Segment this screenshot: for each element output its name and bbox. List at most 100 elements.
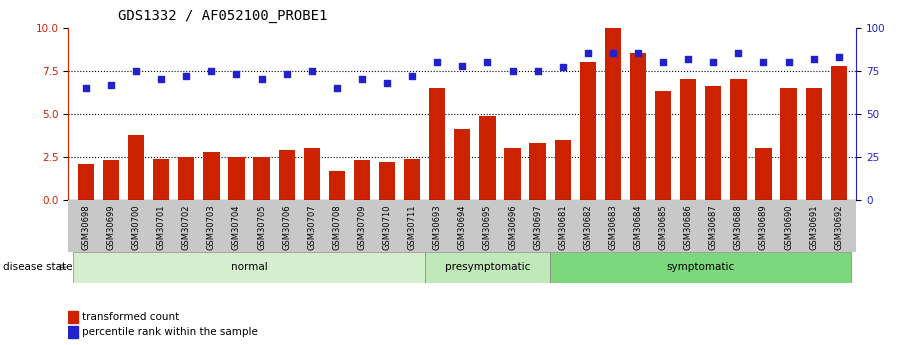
Text: GSM30687: GSM30687 (709, 204, 718, 250)
Text: GSM30691: GSM30691 (809, 204, 818, 250)
Bar (329, 171, 345, 200)
Text: GSM30683: GSM30683 (609, 204, 618, 250)
Bar (279, 150, 295, 200)
Text: transformed count: transformed count (82, 312, 179, 322)
Text: GSM30693: GSM30693 (433, 204, 442, 250)
Point (656, 59, 670, 65)
Bar (253, 157, 270, 200)
Bar (179, 157, 194, 200)
Bar (529, 143, 546, 200)
Text: GSM30695: GSM30695 (483, 204, 492, 250)
Bar (805, 88, 822, 200)
Bar (77, 164, 94, 200)
Bar (455, 129, 470, 200)
Bar (655, 91, 671, 200)
Bar (203, 152, 220, 200)
Text: GSM30706: GSM30706 (282, 204, 292, 250)
Bar (831, 66, 847, 200)
Text: GSM30689: GSM30689 (759, 204, 768, 250)
Bar (705, 86, 722, 200)
Text: GSM30692: GSM30692 (834, 204, 844, 250)
Point (806, 56, 821, 61)
Point (681, 56, 695, 61)
Text: GSM30710: GSM30710 (383, 204, 392, 250)
Bar (303, 148, 320, 200)
Point (354, 77, 369, 82)
Text: GSM30700: GSM30700 (131, 204, 140, 250)
Text: symptomatic: symptomatic (667, 263, 735, 272)
Text: GSM30682: GSM30682 (583, 204, 592, 250)
Bar (404, 159, 420, 200)
Text: GSM30698: GSM30698 (81, 204, 90, 250)
Bar (479, 116, 496, 200)
Text: percentile rank within the sample: percentile rank within the sample (82, 327, 258, 337)
Text: GSM30709: GSM30709 (357, 204, 366, 250)
Point (280, 71, 294, 77)
Bar (680, 79, 696, 200)
Point (530, 68, 545, 73)
Bar (781, 88, 797, 200)
Text: GSM30704: GSM30704 (232, 204, 241, 250)
Bar (353, 160, 370, 200)
Point (330, 85, 344, 91)
Point (179, 73, 193, 79)
Text: GSM30686: GSM30686 (683, 204, 692, 250)
Point (706, 59, 721, 65)
Bar (425, 252, 550, 283)
Point (480, 59, 495, 65)
Text: GSM30684: GSM30684 (633, 204, 642, 250)
Bar (103, 160, 119, 200)
Point (606, 51, 620, 56)
Bar (68, 310, 78, 323)
Point (732, 51, 746, 56)
Point (380, 80, 394, 86)
Point (455, 63, 470, 68)
Bar (153, 159, 169, 200)
Point (204, 68, 219, 73)
Bar (605, 28, 621, 200)
Text: GSM30688: GSM30688 (734, 204, 742, 250)
Text: GSM30685: GSM30685 (659, 204, 668, 250)
Bar (505, 148, 521, 200)
Point (78, 85, 93, 91)
Text: GSM30694: GSM30694 (458, 204, 466, 250)
Point (832, 54, 846, 60)
Bar (379, 162, 395, 200)
Point (304, 68, 319, 73)
Text: disease state: disease state (3, 263, 72, 272)
Text: GSM30681: GSM30681 (558, 204, 568, 250)
Bar (429, 88, 445, 200)
Text: GSM30708: GSM30708 (333, 204, 342, 250)
Point (580, 51, 595, 56)
Bar (229, 157, 245, 200)
Bar (128, 135, 144, 200)
Bar (755, 148, 772, 200)
Bar (68, 326, 78, 338)
Text: GSM30697: GSM30697 (533, 204, 542, 250)
Text: GSM30696: GSM30696 (508, 204, 517, 250)
Point (430, 59, 445, 65)
Point (404, 73, 419, 79)
Point (230, 71, 244, 77)
Text: GSM30703: GSM30703 (207, 204, 216, 250)
Bar (74, 252, 425, 283)
Point (154, 77, 169, 82)
Text: GSM30701: GSM30701 (157, 204, 166, 250)
Point (556, 65, 570, 70)
Text: presymptomatic: presymptomatic (445, 263, 530, 272)
Point (756, 59, 771, 65)
Bar (555, 140, 571, 200)
Text: GSM30711: GSM30711 (407, 204, 416, 250)
Text: GSM30707: GSM30707 (307, 204, 316, 250)
Bar (579, 62, 596, 200)
Bar (550, 252, 851, 283)
Bar (731, 79, 746, 200)
Text: GDS1332 / AF052100_PROBE1: GDS1332 / AF052100_PROBE1 (118, 9, 328, 23)
Text: GSM30699: GSM30699 (107, 204, 116, 250)
Point (104, 82, 118, 87)
Point (630, 51, 645, 56)
Point (506, 68, 520, 73)
Point (128, 68, 143, 73)
Bar (630, 53, 646, 200)
Text: GSM30690: GSM30690 (784, 204, 793, 250)
